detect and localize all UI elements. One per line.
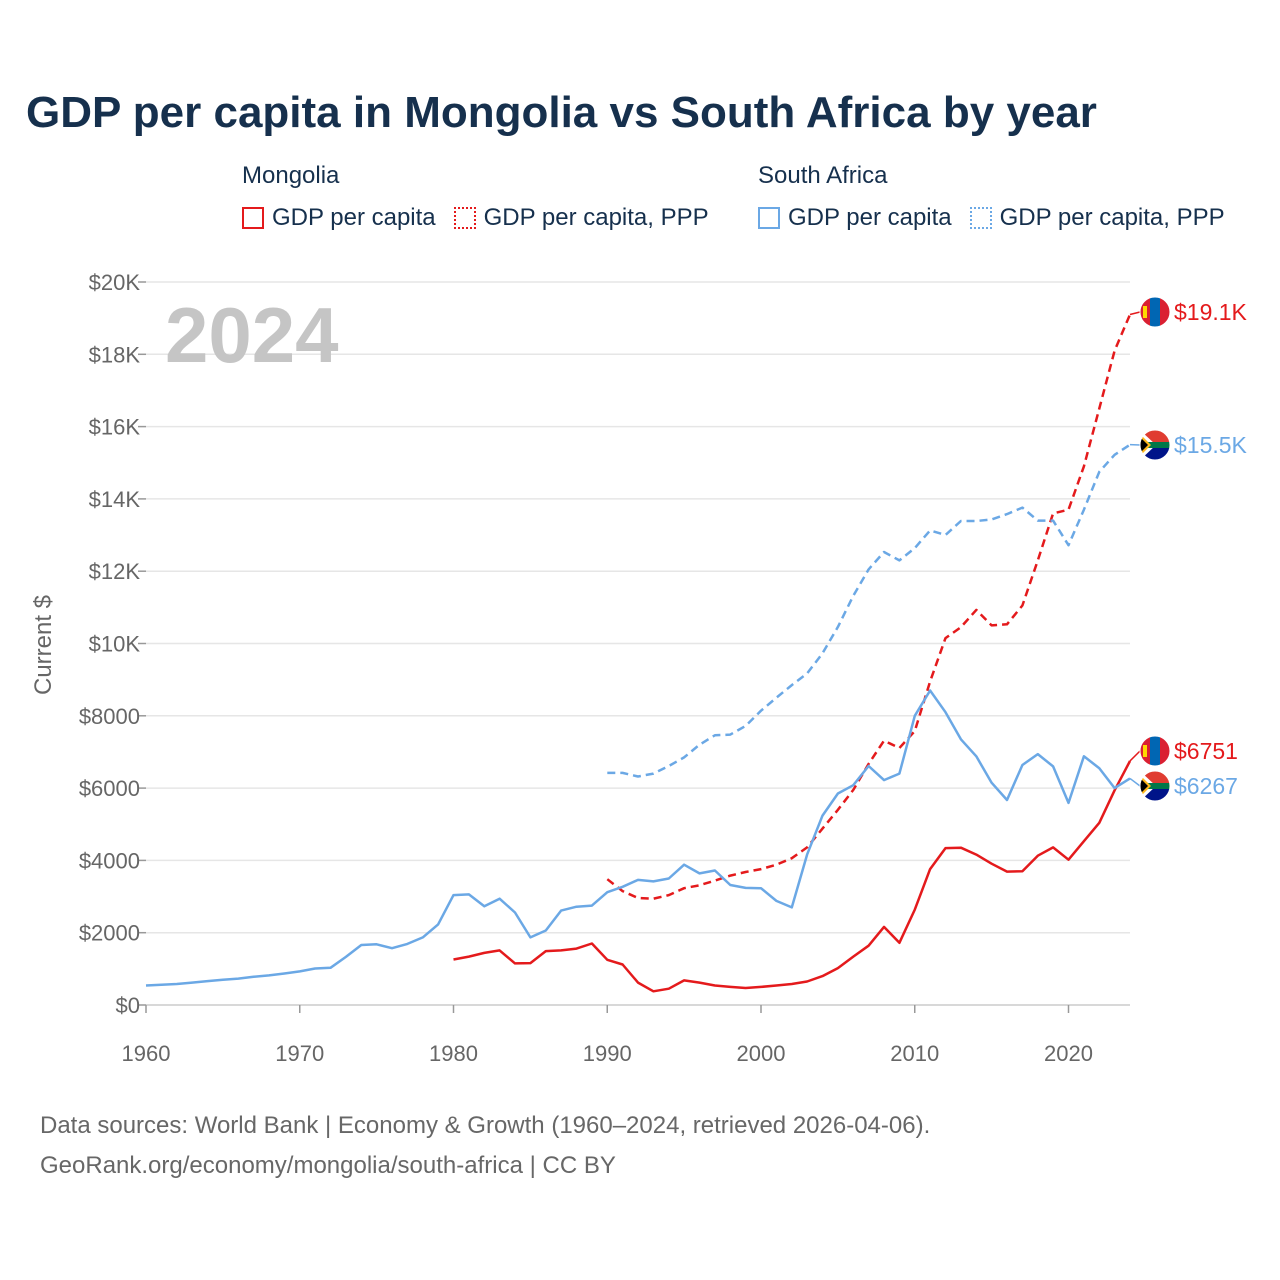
legend-swatch-solid-blue — [758, 207, 780, 229]
y-tick-label: $20K — [89, 270, 141, 295]
footer-attribution: GeoRank.org/economy/mongolia/south-afric… — [40, 1152, 616, 1179]
y-tick-label: $14K — [89, 487, 141, 512]
x-tick-label: 2000 — [737, 1041, 786, 1066]
legend-item-mongolia-gdp[interactable]: GDP per capita — [242, 204, 436, 232]
line-chart: $0 $2000 $4000 $6000 $8000 $10K $12K $14K $16K $1… — [30, 270, 1248, 1066]
end-value-label: $19.1K — [1174, 299, 1248, 325]
flag-band — [1140, 442, 1170, 448]
legend-country-mongolia: Mongolia — [242, 162, 340, 189]
flag-stripe — [1160, 297, 1170, 327]
x-tick-label: 1990 — [583, 1041, 632, 1066]
footer: Data sources: World Bank | Economy & Gro… — [40, 1106, 930, 1186]
end-value-label: $6267 — [1174, 773, 1238, 799]
end-label-connector — [1129, 777, 1141, 787]
legend-item-south-africa-gdp-ppp[interactable]: GDP per capita, PPP — [969, 204, 1225, 232]
x-tick-label: 2010 — [890, 1041, 939, 1066]
y-tick-label: $4000 — [79, 848, 140, 873]
series-line-south-africa-gdp-per-capita[interactable] — [145, 689, 1131, 987]
footer-sources: Data sources: World Bank | Economy & Gro… — [40, 1112, 931, 1139]
legend-item-mongolia-gdp-ppp[interactable]: GDP per capita, PPP — [453, 204, 709, 232]
y-tick-label: $6000 — [79, 776, 140, 801]
x-tick-label: 1980 — [429, 1041, 478, 1066]
legend-country-south-africa: South Africa — [758, 162, 888, 189]
flag-stripe — [1150, 297, 1160, 327]
flag-chevron — [1140, 437, 1148, 453]
x-tick-label: 2020 — [1044, 1041, 1093, 1066]
flag-border — [1139, 735, 1171, 767]
legend-swatch-dotted-red — [453, 207, 476, 229]
mongolia-flag-icon — [1140, 736, 1170, 766]
y-tick-label: $16K — [89, 415, 141, 440]
y-tick-label: $2000 — [79, 921, 140, 946]
legend-mongolia: Mongolia GDP per capita GDP per capita, … — [242, 162, 727, 232]
legend-item-south-africa-gdp[interactable]: GDP per capita — [758, 204, 952, 232]
flag-border — [1139, 770, 1171, 802]
flag-band — [1140, 783, 1170, 789]
series-line-mongolia-gdp-per-capita[interactable] — [453, 760, 1132, 993]
series-line-south-africa-gdp-per-capita-ppp[interactable] — [607, 443, 1131, 778]
x-tick-label: 1970 — [275, 1041, 324, 1066]
legend-label: GDP per capita, PPP — [999, 204, 1225, 231]
y-tick-label: $10K — [89, 632, 141, 657]
legend-label: GDP per capita — [788, 204, 952, 231]
y-tick-label: $18K — [89, 342, 141, 367]
x-tick-label: 1960 — [122, 1041, 171, 1066]
legend-label: GDP per capita — [272, 204, 436, 231]
flag-stripe — [1160, 736, 1170, 766]
end-label-connector — [1129, 750, 1141, 762]
legend-swatch-solid-red — [242, 207, 264, 229]
mongolia-flag-icon — [1140, 297, 1170, 327]
legend-label: GDP per capita, PPP — [483, 204, 709, 231]
legend-swatch-dotted-blue — [969, 207, 992, 229]
series-line-mongolia-gdp-per-capita-ppp[interactable] — [606, 314, 1132, 900]
flag-soyombo — [1143, 745, 1147, 757]
end-label-connector — [1129, 311, 1141, 316]
y-tick-label: $12K — [89, 559, 141, 584]
y-tick-label: $8000 — [79, 704, 140, 729]
legend-south-africa: South Africa GDP per capita GDP per capi… — [758, 162, 1243, 232]
year-label: 2024 — [165, 291, 339, 379]
south-africa-flag-icon — [1140, 430, 1170, 460]
flag-border — [1139, 429, 1171, 461]
chart-title: GDP per capita in Mongolia vs South Afri… — [26, 88, 1097, 137]
y-axis-label: Current $ — [30, 595, 57, 695]
y-tick-label: $0 — [116, 993, 140, 1018]
south-africa-flag-icon — [1140, 771, 1170, 801]
end-value-label: $6751 — [1174, 738, 1238, 764]
end-value-label: $15.5K — [1174, 432, 1248, 458]
flag-chevron — [1140, 778, 1148, 794]
flag-stripe — [1150, 736, 1160, 766]
flag-border — [1139, 296, 1171, 328]
flag-soyombo — [1143, 306, 1147, 318]
